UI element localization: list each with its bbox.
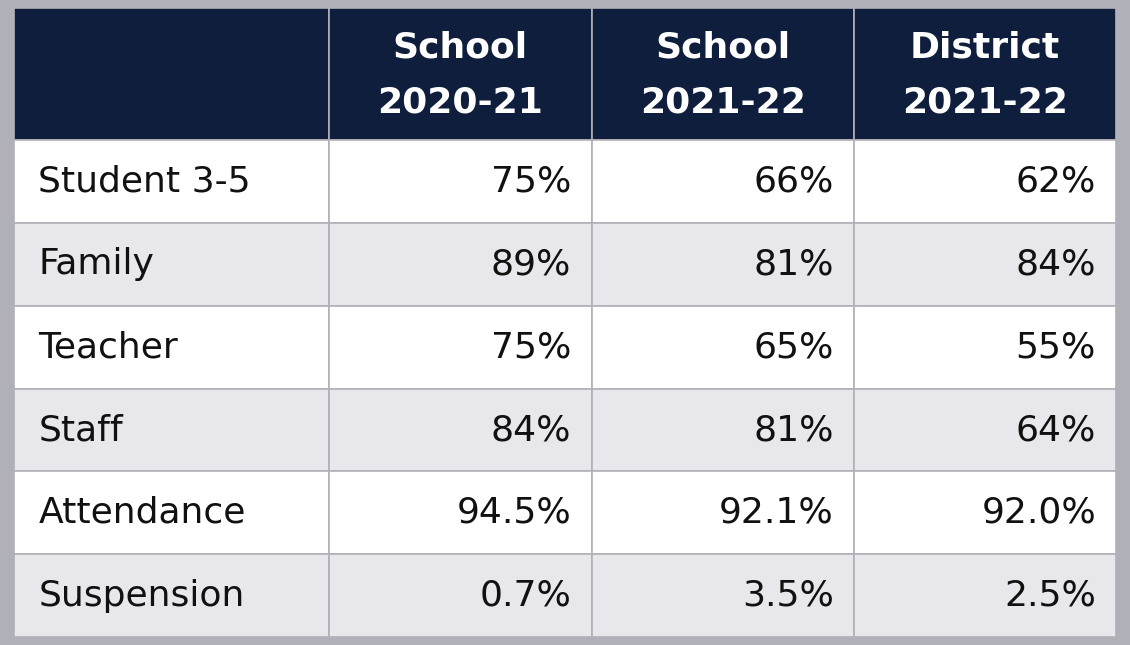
Bar (329, 223, 592, 306)
Text: School: School (655, 30, 790, 64)
Text: 92.1%: 92.1% (719, 496, 834, 530)
Text: 62%: 62% (1016, 164, 1096, 199)
Text: Suspension: Suspension (38, 579, 245, 613)
Text: 75%: 75% (490, 164, 572, 199)
Bar (329, 471, 592, 555)
Bar (329, 306, 592, 388)
Bar (592, 306, 854, 388)
Bar (592, 223, 854, 306)
Text: Family: Family (38, 247, 155, 281)
Bar (14, 306, 329, 388)
Bar (592, 388, 854, 471)
Bar (14, 471, 329, 555)
Text: 2021-22: 2021-22 (640, 86, 806, 120)
Text: 81%: 81% (754, 413, 834, 447)
Text: 55%: 55% (1016, 330, 1096, 364)
Text: 64%: 64% (1016, 413, 1096, 447)
Bar (14, 554, 329, 637)
Bar (329, 8, 592, 140)
Bar (592, 140, 854, 223)
Text: 3.5%: 3.5% (741, 579, 834, 613)
Text: 89%: 89% (490, 247, 572, 281)
Bar (854, 554, 1116, 637)
Text: 84%: 84% (1016, 247, 1096, 281)
Text: School: School (393, 30, 528, 64)
Bar (592, 471, 854, 555)
Bar (854, 306, 1116, 388)
Bar (14, 388, 329, 471)
Bar (14, 140, 329, 223)
Text: Student 3-5: Student 3-5 (38, 164, 251, 199)
Text: Teacher: Teacher (38, 330, 179, 364)
Bar (14, 8, 329, 140)
Text: 66%: 66% (754, 164, 834, 199)
Text: 92.0%: 92.0% (981, 496, 1096, 530)
Bar (14, 223, 329, 306)
Text: 2020-21: 2020-21 (377, 86, 544, 120)
Bar (854, 8, 1116, 140)
Text: 84%: 84% (490, 413, 572, 447)
Text: District: District (910, 30, 1060, 64)
Bar (854, 223, 1116, 306)
Bar (854, 388, 1116, 471)
Bar (329, 554, 592, 637)
Text: Attendance: Attendance (38, 496, 246, 530)
Bar (329, 388, 592, 471)
Text: Staff: Staff (38, 413, 123, 447)
Bar (592, 554, 854, 637)
Bar (854, 140, 1116, 223)
Text: 65%: 65% (754, 330, 834, 364)
Text: 2.5%: 2.5% (1005, 579, 1096, 613)
Bar (592, 8, 854, 140)
Bar (854, 471, 1116, 555)
Text: 0.7%: 0.7% (479, 579, 572, 613)
Text: 94.5%: 94.5% (457, 496, 572, 530)
Text: 2021-22: 2021-22 (902, 86, 1068, 120)
Text: 81%: 81% (754, 247, 834, 281)
Bar (329, 140, 592, 223)
Text: 75%: 75% (490, 330, 572, 364)
